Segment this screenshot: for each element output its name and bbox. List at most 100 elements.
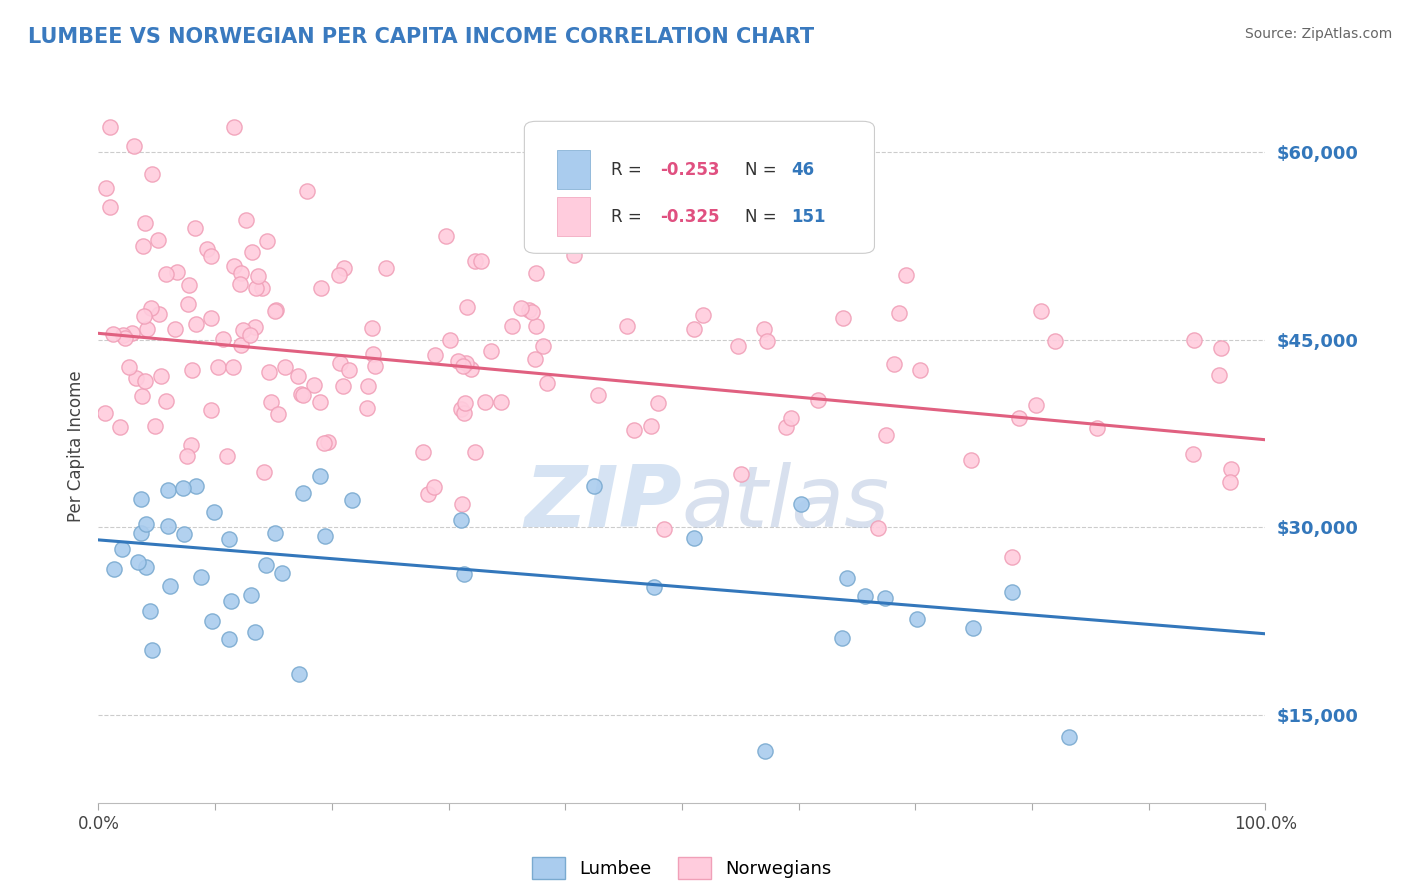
Point <box>292 388 315 402</box>
Point <box>245 319 267 334</box>
Point <box>94 181 117 195</box>
Point <box>754 321 776 335</box>
Point <box>224 259 246 273</box>
Point <box>342 493 364 508</box>
Point <box>267 407 290 421</box>
Point <box>250 281 273 295</box>
Point <box>536 376 558 390</box>
Text: R =: R = <box>610 161 647 178</box>
Point <box>156 483 179 497</box>
Point <box>1085 421 1108 435</box>
Point <box>256 234 278 248</box>
Point <box>422 480 444 494</box>
Point <box>775 419 797 434</box>
Point <box>1057 731 1080 745</box>
Point <box>519 303 541 318</box>
Point <box>159 579 181 593</box>
Point <box>148 307 170 321</box>
Point <box>141 167 163 181</box>
Point <box>173 527 195 541</box>
Point <box>337 363 360 377</box>
Point <box>264 302 287 317</box>
Point <box>464 444 486 458</box>
Point <box>453 566 475 581</box>
Point <box>163 322 186 336</box>
Point <box>875 591 897 605</box>
Point <box>217 449 239 463</box>
Point <box>291 485 314 500</box>
Point <box>222 360 245 375</box>
Point <box>131 389 153 403</box>
Text: N =: N = <box>745 208 782 226</box>
Point <box>333 260 356 275</box>
Text: atlas: atlas <box>682 461 890 545</box>
Point <box>361 347 384 361</box>
Point <box>184 479 207 493</box>
Point <box>246 268 269 283</box>
Legend: Lumbee, Norwegians: Lumbee, Norwegians <box>524 850 839 887</box>
Point <box>692 308 714 322</box>
Point <box>141 643 163 657</box>
FancyBboxPatch shape <box>557 150 589 189</box>
Point <box>780 410 803 425</box>
Point <box>240 245 263 260</box>
Point <box>328 268 350 283</box>
Point <box>316 435 339 450</box>
Point <box>1182 333 1205 347</box>
Point <box>200 249 222 263</box>
Text: Source: ZipAtlas.com: Source: ZipAtlas.com <box>1244 27 1392 41</box>
Point <box>531 339 554 353</box>
Point <box>853 589 876 603</box>
Point <box>1025 398 1047 412</box>
Point <box>450 497 472 511</box>
Point <box>586 388 609 402</box>
Point <box>460 361 482 376</box>
Text: -0.253: -0.253 <box>659 161 720 178</box>
Point <box>464 254 486 268</box>
Point <box>1182 447 1205 461</box>
Point <box>439 334 461 348</box>
Point <box>450 513 472 527</box>
Point <box>524 351 547 366</box>
Point <box>454 356 477 370</box>
Point <box>959 453 981 467</box>
Point <box>357 379 380 393</box>
Point <box>222 120 245 134</box>
Point <box>202 505 225 519</box>
Point <box>184 318 207 332</box>
Point <box>643 580 665 594</box>
Point <box>682 532 704 546</box>
Point <box>1219 475 1241 490</box>
Text: 46: 46 <box>792 161 814 178</box>
Point <box>254 558 277 572</box>
Point <box>287 666 309 681</box>
Point <box>522 305 544 319</box>
Point <box>1000 585 1022 599</box>
Text: -0.325: -0.325 <box>659 208 720 226</box>
Point <box>114 331 136 345</box>
Point <box>647 396 669 410</box>
Point <box>1211 341 1233 355</box>
Point <box>274 359 297 374</box>
Point <box>129 526 152 541</box>
Point <box>470 254 492 268</box>
Point <box>1220 462 1243 476</box>
Point <box>1000 549 1022 564</box>
Point <box>176 450 198 464</box>
Point <box>479 344 502 359</box>
Point <box>201 614 224 628</box>
Point <box>100 201 122 215</box>
Point <box>150 368 173 383</box>
Point <box>221 594 243 608</box>
Point <box>134 309 156 323</box>
Point <box>501 319 523 334</box>
Point <box>257 365 280 379</box>
Point <box>309 281 332 295</box>
Point <box>962 621 984 635</box>
Point <box>416 487 439 501</box>
Point <box>807 392 830 407</box>
Point <box>180 438 202 452</box>
Point <box>127 555 149 569</box>
Point <box>287 369 309 384</box>
Point <box>754 744 776 758</box>
